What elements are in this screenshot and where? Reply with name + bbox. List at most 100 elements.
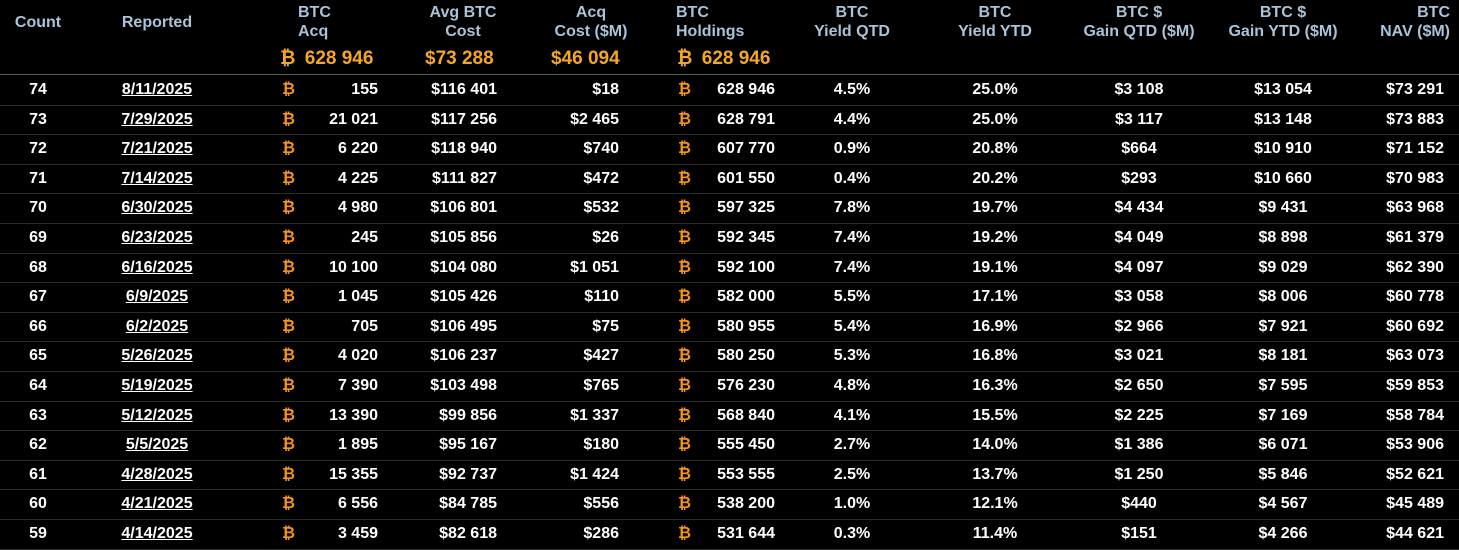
cell-avg-btc-cost: $99 856 — [439, 406, 497, 424]
cell-btc-gain-qtd: $1 250 — [1114, 465, 1164, 483]
cell-btc-gain-qtd: $3 117 — [1114, 110, 1164, 128]
cell-acq-cost: $26 — [592, 228, 619, 246]
cell-btc-yield-qtd: 7.4% — [833, 258, 871, 276]
header-btc-nav[interactable]: BTC NAV ($M) — [1380, 4, 1450, 40]
cell-reported-date[interactable]: 6/16/2025 — [121, 258, 193, 276]
cell-avg-btc-cost: $105 426 — [430, 288, 497, 306]
table-row: 67 6/9/2025 ₿ 1 045 $105 426 $110 ₿ 582 000 5.5%… — [0, 283, 1459, 313]
cell-btc-gain-ytd: $8 898 — [1258, 228, 1308, 246]
header-reported[interactable]: Reported — [121, 13, 193, 31]
cell-btc-acq: 4 980 — [337, 199, 378, 217]
header-btc-gain-ytd[interactable]: BTC $ Gain YTD ($M) — [1228, 4, 1338, 40]
cell-avg-btc-cost: $117 256 — [431, 110, 497, 128]
cell-reported-date[interactable]: 5/12/2025 — [121, 406, 193, 424]
cell-btc-gain-ytd: $9 029 — [1258, 258, 1308, 276]
bitcoin-icon: ₿ — [678, 140, 692, 158]
cell-btc-holdings: 628 791 — [717, 110, 775, 128]
cell-btc-nav: $70 983 — [1386, 169, 1444, 187]
cell-btc-yield-ytd: 25.0% — [972, 81, 1018, 98]
cell-btc-holdings: 580 955 — [717, 317, 775, 335]
header-avg-btc-cost[interactable]: Avg BTC Cost — [429, 4, 497, 40]
cell-btc-yield-ytd: 19.7% — [972, 199, 1018, 217]
cell-btc-acq: 13 390 — [329, 406, 378, 424]
cell-btc-yield-ytd: 25.0% — [972, 110, 1018, 128]
cell-btc-nav: $61 379 — [1386, 228, 1444, 246]
header-acq-cost[interactable]: Acq Cost ($M) — [554, 4, 628, 40]
cell-btc-gain-ytd: $4 567 — [1258, 495, 1308, 513]
cell-reported-date[interactable]: 4/28/2025 — [121, 465, 193, 483]
cell-reported-date[interactable]: 5/26/2025 — [121, 347, 193, 365]
cell-count: 69 — [29, 228, 47, 246]
bitcoin-icon: ₿ — [282, 169, 296, 187]
cell-btc-gain-ytd: $9 431 — [1258, 199, 1308, 217]
header-btc-gain-qtd[interactable]: BTC $ Gain QTD ($M) — [1083, 4, 1195, 40]
bitcoin-icon: ₿ — [678, 110, 692, 128]
table-row: 74 8/11/2025 ₿ 155 $116 401 $18 ₿ 628 946 4.5% 25… — [0, 76, 1459, 106]
cell-btc-yield-qtd: 1.0% — [833, 495, 871, 513]
cell-avg-btc-cost: $118 940 — [431, 140, 497, 158]
cell-btc-nav: $63 073 — [1386, 347, 1444, 365]
cell-btc-gain-qtd: $4 097 — [1114, 258, 1164, 276]
cell-btc-holdings: 592 345 — [717, 228, 775, 246]
cell-reported-date[interactable]: 6/23/2025 — [121, 228, 193, 246]
cell-count: 68 — [29, 258, 47, 276]
cell-btc-yield-ytd: 20.2% — [972, 169, 1018, 187]
cell-btc-nav: $53 906 — [1386, 436, 1444, 454]
cell-btc-holdings: 553 555 — [717, 465, 775, 483]
header-count[interactable]: Count — [14, 13, 62, 31]
cell-acq-cost: $1 424 — [570, 465, 619, 483]
cell-count: 72 — [29, 140, 47, 158]
header-btc-acq[interactable]: BTC Acq — [298, 4, 331, 40]
cell-btc-acq: 155 — [351, 81, 378, 98]
totals-btc-holdings: ₿ 628 946 — [677, 48, 771, 69]
cell-btc-acq: 6 220 — [337, 140, 378, 158]
cell-reported-date[interactable]: 8/11/2025 — [121, 81, 193, 98]
header-btc-yield-ytd[interactable]: BTC Yield YTD — [958, 4, 1032, 40]
table-row: 69 6/23/2025 ₿ 245 $105 856 $26 ₿ 592 345 7.4% 19… — [0, 224, 1459, 254]
cell-btc-yield-ytd: 16.9% — [972, 317, 1018, 335]
cell-btc-holdings: 601 550 — [717, 169, 775, 187]
cell-reported-date[interactable]: 7/29/2025 — [121, 110, 193, 128]
cell-btc-gain-qtd: $1 386 — [1114, 436, 1164, 454]
cell-btc-yield-qtd: 4.4% — [833, 110, 871, 128]
header-btc-yield-qtd[interactable]: BTC Yield QTD — [814, 4, 890, 40]
cell-reported-date[interactable]: 5/19/2025 — [121, 376, 193, 394]
bitcoin-icon: ₿ — [678, 81, 692, 98]
cell-count: 61 — [29, 465, 47, 483]
table-row: 60 4/21/2025 ₿ 6 556 $84 785 $556 ₿ 538 200 1.0%… — [0, 490, 1459, 520]
bitcoin-icon: ₿ — [282, 376, 296, 394]
cell-btc-gain-ytd: $7 595 — [1258, 376, 1308, 394]
cell-btc-holdings: 580 250 — [717, 347, 775, 365]
cell-btc-gain-ytd: $7 921 — [1258, 317, 1308, 335]
table-row: 65 5/26/2025 ₿ 4 020 $106 237 $427 ₿ 580 250 5.3… — [0, 342, 1459, 372]
cell-btc-yield-ytd: 15.5% — [972, 406, 1018, 424]
bitcoin-icon: ₿ — [282, 317, 296, 335]
cell-reported-date[interactable]: 6/9/2025 — [125, 288, 189, 306]
cell-reported-date[interactable]: 6/30/2025 — [121, 199, 193, 217]
cell-btc-yield-ytd: 13.7% — [972, 465, 1018, 483]
cell-btc-acq: 4 225 — [337, 169, 378, 187]
bitcoin-icon: ₿ — [678, 436, 692, 454]
cell-btc-gain-qtd: $664 — [1121, 140, 1157, 158]
cell-acq-cost: $556 — [583, 495, 619, 513]
cell-reported-date[interactable]: 6/2/2025 — [125, 317, 189, 335]
table-row: 72 7/21/2025 ₿ 6 220 $118 940 $740 ₿ 607 770 0.9… — [0, 135, 1459, 165]
cell-btc-gain-ytd: $7 169 — [1258, 406, 1308, 424]
cell-btc-nav: $71 152 — [1386, 140, 1444, 158]
table-row: 71 7/14/2025 ₿ 4 225 $111 827 $472 ₿ 601 550 0.4… — [0, 165, 1459, 195]
cell-btc-acq: 1 895 — [337, 436, 378, 454]
cell-btc-yield-ytd: 16.8% — [972, 347, 1018, 365]
cell-reported-date[interactable]: 4/21/2025 — [121, 495, 193, 513]
cell-reported-date[interactable]: 7/21/2025 — [121, 140, 193, 158]
bitcoin-icon: ₿ — [678, 406, 692, 424]
header-btc-holdings[interactable]: BTC Holdings — [676, 4, 745, 40]
cell-btc-acq: 245 — [351, 228, 378, 246]
bitcoin-icon: ₿ — [678, 228, 692, 246]
cell-count: 63 — [29, 406, 47, 424]
bitcoin-icon: ₿ — [678, 317, 692, 335]
bitcoin-icon: ₿ — [280, 48, 296, 69]
cell-reported-date[interactable]: 7/14/2025 — [121, 169, 193, 187]
cell-btc-yield-ytd: 16.3% — [972, 376, 1018, 394]
cell-reported-date[interactable]: 5/5/2025 — [125, 436, 189, 454]
bitcoin-icon: ₿ — [677, 48, 693, 69]
